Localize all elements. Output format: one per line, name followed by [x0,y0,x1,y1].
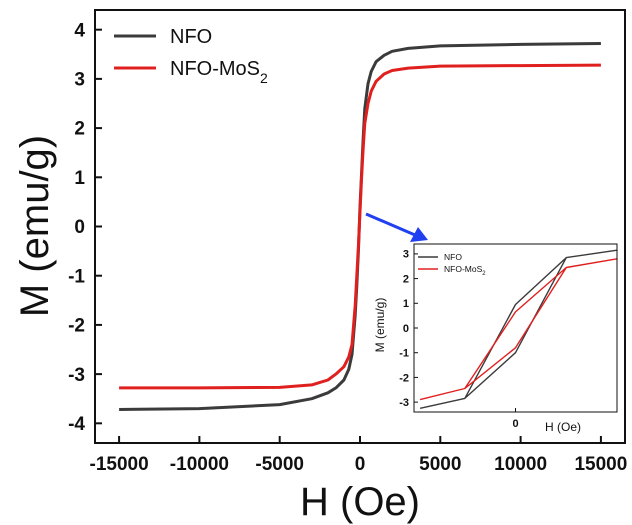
y-axis-title: M (emu/g) [373,298,387,353]
y-tick-label: -3 [399,397,409,409]
legend-label: NFO [170,26,212,48]
inset-pointer-arrow [366,214,428,242]
x-tick-label: -5000 [255,454,304,475]
legend-label: NFO-MoS2 [170,58,268,86]
y-tick-label: 2 [403,273,409,285]
y-tick-label: -4 [68,414,85,435]
y-tick-label: -1 [68,266,85,287]
y-tick-label: -2 [68,316,85,337]
y-tick-label: 3 [403,249,409,261]
x-tick-label: 0 [512,418,518,430]
x-tick-label: 0 [355,454,366,475]
x-tick-label: 15000 [574,454,627,475]
y-tick-label: 4 [74,20,85,41]
y-tick-label: 2 [74,119,85,140]
y-tick-label: 0 [403,323,409,335]
x-tick-label: -10000 [170,454,229,475]
x-axis-title: H (Oe) [300,480,420,524]
y-axis-title: M (emu/g) [13,135,57,317]
y-tick-label: -1 [399,348,409,360]
x-tick-label: 10000 [494,454,547,475]
x-tick-label: 5000 [419,454,461,475]
y-tick-label: -2 [399,372,409,384]
y-tick-label: 1 [74,168,85,189]
y-tick-label: 3 [74,70,85,91]
legend-label: NFO [444,252,462,262]
y-tick-label: 0 [74,217,85,238]
legend: NFO NFO-MoS2 [114,26,268,86]
arrow-shaft [366,214,415,235]
y-tick-label: 1 [403,298,409,310]
x-tick-label: -15000 [90,454,149,475]
x-axis-title: H (Oe) [545,420,581,434]
y-tick-label: -3 [68,365,85,386]
